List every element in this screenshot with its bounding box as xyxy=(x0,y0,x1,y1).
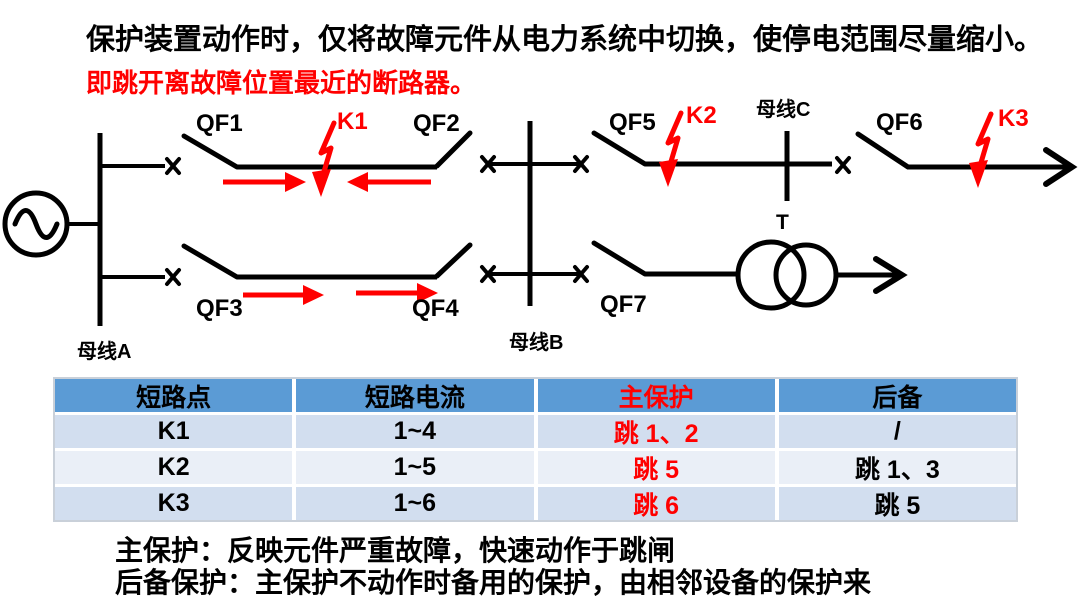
label-transformer: T xyxy=(776,211,789,234)
label-qf4: QF4 xyxy=(412,295,459,322)
protection-table-grid: 短路点 短路电流 主保护 后备 K1 1~4 跳 1、2 / K2 1~5 跳 … xyxy=(55,379,1016,520)
table-header-backup: 后备 xyxy=(778,379,1016,412)
lightning-fault-icon-k2 xyxy=(659,110,684,187)
note-main-protection: 主保护：反映元件严重故障，快速动作于跳闸 xyxy=(115,535,676,566)
page-subtitle: 即跳开离故障位置最近的断路器。 xyxy=(86,68,477,98)
table-cell-k3-current: 1~6 xyxy=(296,487,534,520)
label-k1: K1 xyxy=(337,108,368,135)
table-cell-k2-backup: 跳 1、3 xyxy=(778,451,1016,484)
footnotes: 主保护：反映元件严重故障，快速动作于跳闸 后备保护：主保护不动作时备用的保护，由… xyxy=(115,535,871,599)
breaker-switch-icon xyxy=(181,130,911,280)
table-header-short-circuit-current: 短路电流 xyxy=(296,379,534,412)
red-arrow-icon xyxy=(223,172,438,305)
label-qf1: QF1 xyxy=(196,110,243,137)
table-cell-k2-current: 1~5 xyxy=(296,451,534,484)
label-qf3: QF3 xyxy=(196,295,243,322)
lightning-fault-icon-k3 xyxy=(969,111,994,188)
table-cell-k1-current: 1~4 xyxy=(296,415,534,448)
transformer-icon xyxy=(735,239,908,311)
generator-icon xyxy=(2,190,100,258)
table-header-short-circuit-point: 短路点 xyxy=(55,379,293,412)
table-cell-k1-backup: / xyxy=(778,415,1016,448)
label-bus-b: 母线B xyxy=(509,330,563,354)
lightning-fault-icon-k1 xyxy=(312,120,337,197)
label-qf2: QF2 xyxy=(413,110,460,137)
table-header-main-protection: 主保护 xyxy=(537,379,775,412)
table-cell-k2-main: 跳 5 xyxy=(537,451,775,484)
label-k3: K3 xyxy=(998,105,1029,132)
table-cell-k1-point: K1 xyxy=(55,415,293,448)
protection-table: 短路点 短路电流 主保护 后备 K1 1~4 跳 1、2 / K2 1~5 跳 … xyxy=(53,377,1018,522)
label-bus-a: 母线A xyxy=(77,339,131,363)
circuit-diagram: QF1 K1 QF2 QF5 K2 母线C QF6 K3 QF3 QF4 QF7… xyxy=(2,97,1078,363)
label-bus-c: 母线C xyxy=(756,97,810,121)
note-backup-protection: 后备保护：主保护不动作时备用的保护，由相邻设备的保护来 xyxy=(115,567,872,598)
table-cell-k1-main: 跳 1、2 xyxy=(537,415,775,448)
table-cell-k2-point: K2 xyxy=(55,451,293,484)
table-cell-k3-main: 跳 6 xyxy=(537,487,775,520)
label-qf7: QF7 xyxy=(600,291,647,318)
table-cell-k3-point: K3 xyxy=(55,487,293,520)
arrow-right-icon xyxy=(1043,147,1078,187)
x-junction-icon xyxy=(165,155,851,286)
page-title: 保护装置动作时，仅将故障元件从电力系统中切换，使停电范围尽量缩小。 xyxy=(86,24,1044,56)
label-k2: K2 xyxy=(686,102,717,129)
label-qf6: QF6 xyxy=(876,109,923,136)
table-cell-k3-backup: 跳 5 xyxy=(778,487,1016,520)
label-qf5: QF5 xyxy=(609,109,656,136)
feeder-lines xyxy=(100,162,581,279)
